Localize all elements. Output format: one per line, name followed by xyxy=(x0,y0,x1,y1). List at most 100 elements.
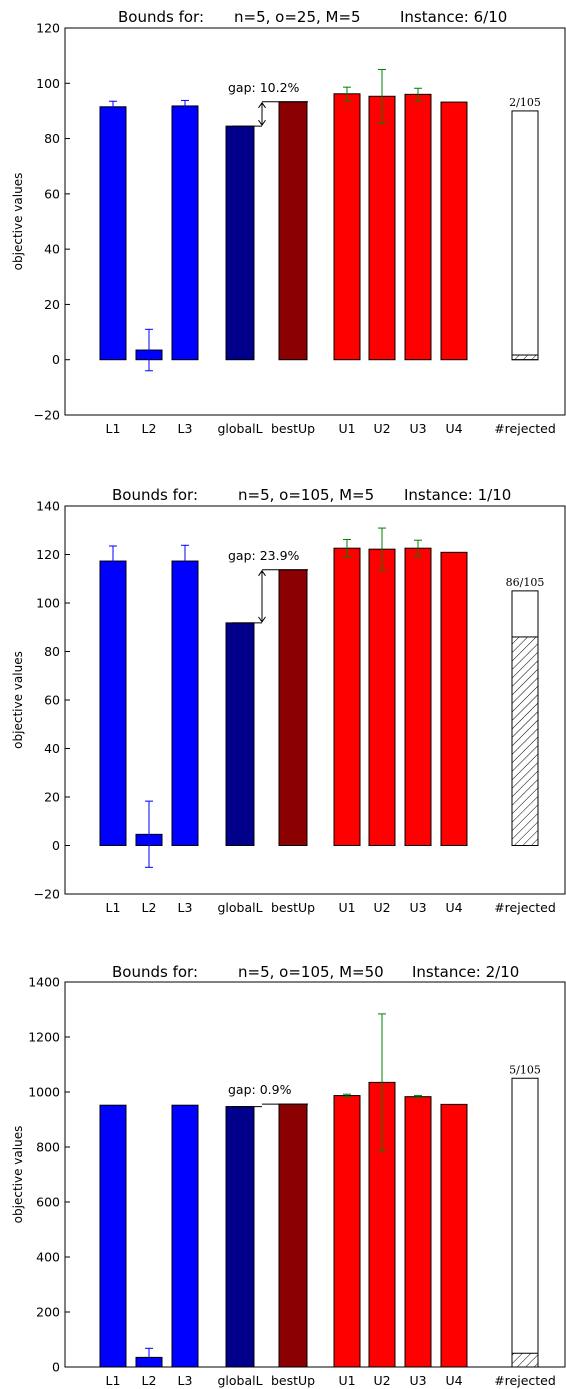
chart-title-params: n=5, o=105, M=50 xyxy=(238,963,384,981)
x-tick-label: bestUp xyxy=(271,1373,315,1388)
y-tick-label: 80 xyxy=(44,131,60,146)
x-tick-label: U4 xyxy=(445,421,462,436)
bar-l1 xyxy=(99,560,127,847)
x-tick-label: U3 xyxy=(409,900,426,915)
y-axis-label: objective values xyxy=(11,651,25,749)
y-axis-label: objective values xyxy=(11,173,25,271)
chart-title-instance: Instance: 6/10 xyxy=(400,8,507,26)
y-tick-label: 60 xyxy=(44,693,60,708)
y-tick-label: 40 xyxy=(44,741,60,756)
y-tick-label: 100 xyxy=(36,596,60,611)
bar-globall xyxy=(225,1106,255,1368)
chart-panel-2: Bounds for: n=5, o=105, M=5 Instance: 1/10… xyxy=(0,460,566,925)
x-tick-label: U1 xyxy=(338,421,355,436)
x-tick-label: globalL xyxy=(217,421,262,436)
x-tick-label: U2 xyxy=(373,1373,390,1388)
bar-rejected xyxy=(511,1077,539,1368)
bar-l3 xyxy=(171,105,199,361)
bar-globall xyxy=(225,125,255,361)
bar-rejected-hatched xyxy=(511,1352,539,1368)
chart-title-params: n=5, o=25, M=5 xyxy=(234,8,361,26)
x-tick-label: globalL xyxy=(217,1373,262,1388)
y-tick-label: 120 xyxy=(36,21,60,36)
x-tick-label: bestUp xyxy=(271,421,315,436)
x-tick-label: L2 xyxy=(142,421,157,436)
bar-bestup xyxy=(278,101,308,361)
y-axis-label: objective values xyxy=(11,1126,25,1224)
x-tick-label: L1 xyxy=(106,421,121,436)
bar-bestup xyxy=(278,569,308,846)
rejected-count-label: 86/105 xyxy=(506,576,545,589)
bar-l1 xyxy=(99,1104,127,1368)
y-tick-label: 20 xyxy=(44,297,60,312)
gap-annotation xyxy=(232,101,308,127)
y-tick-label: 1400 xyxy=(28,975,60,990)
chart-panel-3: Bounds for: n=5, o=105, M=50 Instance: 2/1… xyxy=(0,925,566,1389)
y-tick-label: 0 xyxy=(52,352,60,367)
x-tick-label: globalL xyxy=(217,900,262,915)
y-tick-label: −20 xyxy=(34,408,60,423)
y-tick-label: 200 xyxy=(36,1305,60,1320)
bar-u3 xyxy=(404,1096,432,1368)
bar-l3 xyxy=(171,1104,199,1368)
y-tick-label: −20 xyxy=(34,887,60,902)
gap-label: gap: 10.2% xyxy=(228,80,300,95)
x-tick-label: L1 xyxy=(106,1373,121,1388)
x-tick-label: L3 xyxy=(178,421,193,436)
chart-title-label: Bounds for: xyxy=(112,963,198,981)
y-tick-label: 1200 xyxy=(28,1030,60,1045)
gap-label: gap: 0.9% xyxy=(228,1082,292,1097)
y-tick-label: 20 xyxy=(44,790,60,805)
bar-bestup xyxy=(278,1103,308,1368)
axes-frame xyxy=(64,27,566,416)
y-tick-label: 60 xyxy=(44,186,60,201)
gap-label: gap: 23.9% xyxy=(228,548,300,563)
bar-u1 xyxy=(333,547,361,846)
chart-panel-1: Bounds for: n=5, o=25, M=5 Instance: 6/10 o… xyxy=(0,0,566,460)
bar-u3 xyxy=(404,547,432,846)
bar-l3 xyxy=(171,560,199,847)
x-tick-label: U1 xyxy=(338,1373,355,1388)
bar-rejected-hatched xyxy=(511,354,539,361)
y-tick-label: 1000 xyxy=(28,1085,60,1100)
y-tick-label: 120 xyxy=(36,547,60,562)
x-tick-label: #rejected xyxy=(494,900,556,915)
x-tick-label: L2 xyxy=(142,900,157,915)
bar-u4 xyxy=(440,1103,468,1368)
y-tick-label: 600 xyxy=(36,1195,60,1210)
x-tick-label: bestUp xyxy=(271,900,315,915)
chart-svg: Bounds for: n=5, o=105, M=50 Instance: 2/1… xyxy=(11,963,566,1388)
x-tick-label: U4 xyxy=(445,1373,462,1388)
x-tick-label: U4 xyxy=(445,900,462,915)
bar-u4 xyxy=(440,101,468,361)
bar-u1 xyxy=(333,93,361,361)
axes-frame xyxy=(64,981,566,1368)
x-tick-label: L2 xyxy=(142,1373,157,1388)
bar-l1 xyxy=(99,106,127,361)
bar-u1 xyxy=(333,1095,361,1368)
x-tick-label: L1 xyxy=(106,900,121,915)
chart-title-instance: Instance: 2/10 xyxy=(412,963,519,981)
chart-svg: Bounds for: n=5, o=105, M=5 Instance: 1/10… xyxy=(11,486,566,915)
bar-rejected xyxy=(511,110,539,361)
x-tick-label: #rejected xyxy=(494,1373,556,1388)
x-tick-label: L3 xyxy=(178,900,193,915)
chart-title-label: Bounds for: xyxy=(118,8,204,26)
bar-u2 xyxy=(368,95,396,361)
y-tick-label: 0 xyxy=(52,1360,60,1375)
x-tick-label: U1 xyxy=(338,900,355,915)
x-tick-label: #rejected xyxy=(494,421,556,436)
chart-title-label: Bounds for: xyxy=(112,486,198,504)
x-tick-label: U3 xyxy=(409,1373,426,1388)
y-tick-label: 140 xyxy=(36,499,60,514)
x-tick-label: L3 xyxy=(178,1373,193,1388)
rejected-count-label: 5/105 xyxy=(509,1063,541,1076)
y-tick-label: 400 xyxy=(36,1250,60,1265)
bar-u3 xyxy=(404,93,432,361)
chart-title-instance: Instance: 1/10 xyxy=(404,486,511,504)
x-tick-label: U2 xyxy=(373,421,390,436)
chart-title-params: n=5, o=105, M=5 xyxy=(238,486,374,504)
x-tick-label: U3 xyxy=(409,421,426,436)
axes-frame xyxy=(64,505,566,895)
